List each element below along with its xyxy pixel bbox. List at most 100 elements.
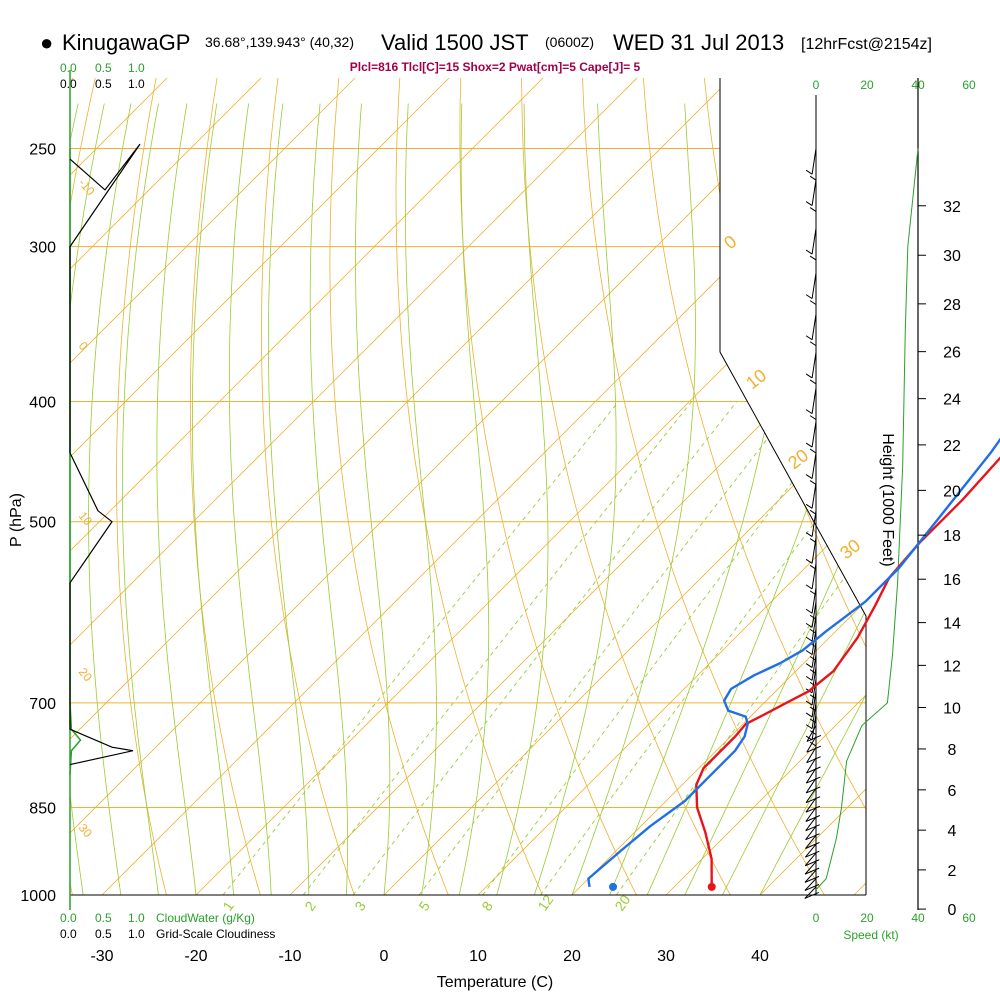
valid-time: Valid 1500 JST [381,30,529,55]
dry-adiabat-line [116,78,174,895]
mixing-ratio-line [352,401,738,895]
station-bullet: ● [40,30,53,55]
temperature-profile [695,456,1000,887]
wind-barb-staff [811,714,817,741]
dry-adiabat-line [521,78,746,895]
top-speed-scale: 0 20 40 60 [813,78,976,92]
moist-adiabat-line [404,103,437,895]
height-tick-label: 12 [943,658,961,675]
height-tick-label: 2 [948,863,957,880]
wind-barb-staff [811,313,817,340]
moist-adiabat-label: 10 [742,365,770,393]
wind-barb-flag [809,741,817,747]
bottom-green-tick-1: 0.5 [95,911,112,925]
mixing-ratio-line [302,401,692,895]
wind-barb-flag [805,169,813,175]
top-green-tick-1: 0.5 [95,61,112,75]
height-tick-label: 22 [943,438,961,455]
wind-barb-flag [809,706,817,712]
height-tick-label: 32 [943,199,961,216]
thermo-grid [70,78,866,895]
wind-barb-flag [809,448,817,454]
wind-barb-flag [805,558,813,564]
wind-barb-flag [809,341,817,347]
bottom-speed-tick-3: 60 [962,911,976,925]
moist-adiabat-line [355,103,391,895]
wind-barb-staff [811,482,817,509]
bottom-black-tick-1: 0.5 [95,927,112,941]
wind-barb-flag [809,379,817,385]
wind-barb-flag [806,786,821,794]
dry-adiabat-label: 20 [76,665,96,684]
moist-adiabat-line [309,103,349,895]
wind-barb-flag [809,538,817,543]
moist-adiabat-label: 20 [784,445,812,473]
pressure-tick-label: 500 [29,515,56,532]
isotherm-line [70,78,650,895]
wind-barb-flag [805,474,813,480]
wind-barb-flag [809,415,817,421]
moist-adiabat-line [228,103,272,895]
top-black-tick-0: 0.0 [60,77,77,91]
wind-barb-flag [806,766,821,774]
wind-barb-flag [805,503,813,509]
moist-adiabat-line [88,103,132,895]
height-tick-label: 8 [948,742,957,759]
wind-barb-flag [805,796,821,804]
isotherm-line [70,78,368,895]
wind-barb-flag [805,442,813,448]
pressure-tick-label: 300 [29,240,56,257]
wind-barb-flag [809,255,817,261]
bottom-speed-tick-0: 0 [813,911,820,925]
wind-barb-flag [809,669,817,675]
top-black-tick-2: 1.0 [128,77,145,91]
temperature-tick-label: -20 [184,948,207,965]
pressure-tick-label: 1000 [20,888,56,905]
wind-barb-staff [805,797,817,813]
wind-barb-flag [805,584,813,590]
height-tick-label: 16 [943,572,961,589]
wind-barb-staff [811,387,817,414]
dry-adiabat-label: -10 [76,176,98,199]
isotherm-line [289,78,866,895]
wind-barb-staff [804,861,817,875]
wind-barb-flag [809,207,817,212]
wind-barb-flag [805,850,820,858]
temperature-tick-label: -10 [278,948,301,965]
wind-barb-staff [805,807,817,822]
moist-adiabat-label: 0 [720,231,740,253]
bottom-speed-tick-2: 40 [911,911,925,925]
cloudiness-line [69,143,141,766]
wind-barb-flag [805,373,813,379]
wind-speed-profile [815,148,919,890]
temperature-tick-label: 0 [380,948,389,965]
wind-barb-flag [805,650,813,655]
height-tick-label: 20 [943,483,961,500]
moist-adiabat-line [122,103,159,895]
wind-barb-staff [806,725,817,742]
sounding-profiles [587,437,1000,891]
y-axis-title: P (hPa) [8,493,25,547]
plot-frame [69,70,919,910]
wind-barb-flag [809,718,817,724]
wind-barb-flag [805,815,821,822]
wind-barb-flag [805,833,820,841]
wind-barb-flag [809,590,817,596]
moist-adiabat-line [458,103,490,895]
cloud-profiles [69,143,141,775]
top-black-tick-1: 0.5 [95,77,112,91]
height-tick-label: 28 [943,297,961,314]
wind-barb-staff [804,878,817,891]
wind-barb-flag [805,663,813,669]
dry-adiabat-line [329,78,460,895]
wind-barb-staff [811,702,817,729]
wind-barb-flag [806,735,822,742]
temperature-tick-label: 40 [751,948,769,965]
wind-barb-staff [804,843,817,858]
height-tick-label: 10 [943,700,961,717]
isotherm-line [477,78,866,895]
dry-adiabat-label: 0 [76,339,91,353]
top-speed-tick-0: 0 [813,78,820,92]
wind-barb-staff [804,886,817,899]
